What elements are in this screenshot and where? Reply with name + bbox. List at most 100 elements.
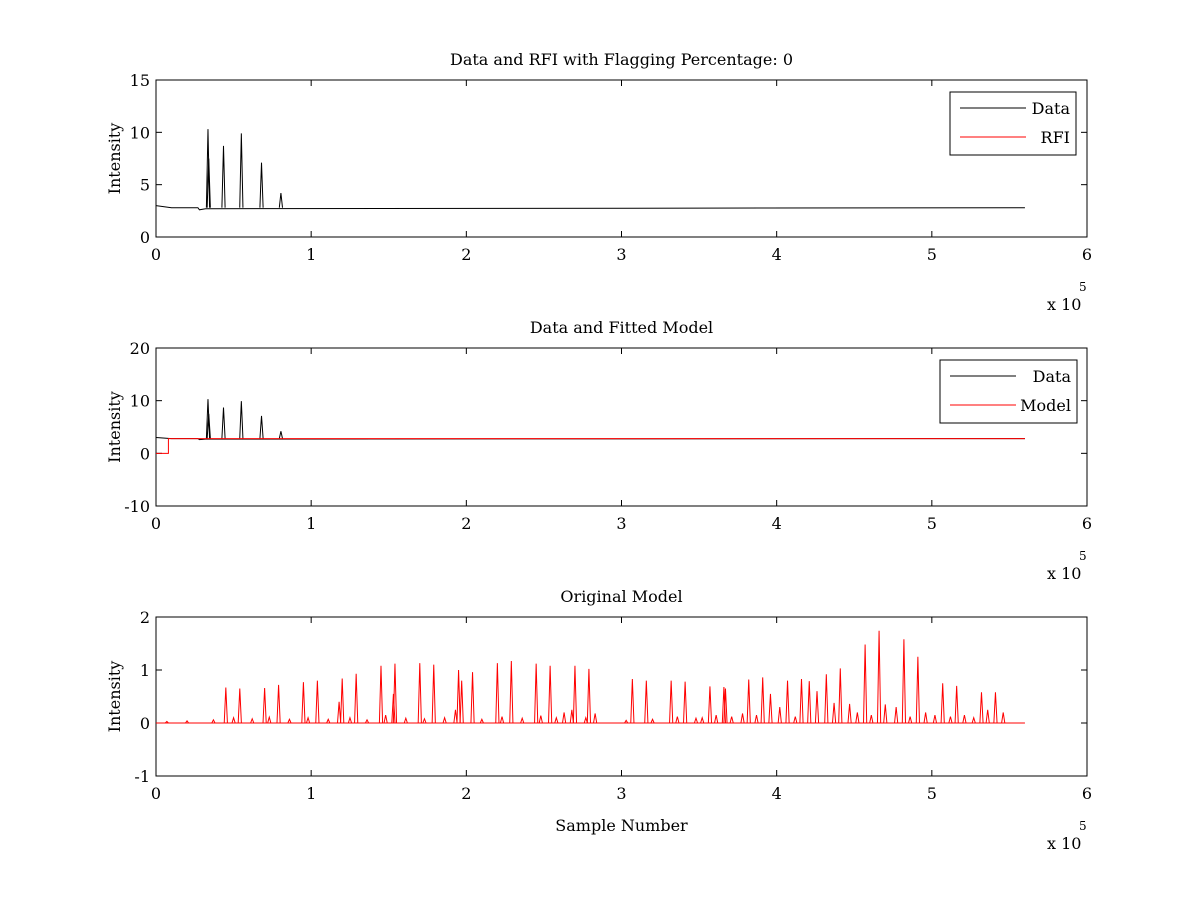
spike-mark (630, 678, 635, 724)
spike-mark (954, 685, 959, 724)
x-tick-label: 1 (306, 784, 316, 803)
spike-mark (923, 712, 928, 724)
spike-mark (422, 717, 427, 724)
spike-mark (231, 715, 236, 724)
spike-mark (855, 712, 860, 724)
spike-mark (383, 714, 388, 724)
spike-mark (683, 681, 688, 724)
spike-mark (336, 701, 342, 724)
spike-mark (669, 680, 674, 724)
spike-mark (962, 714, 967, 724)
spike-mark (894, 707, 899, 724)
spike-mark (554, 715, 559, 724)
spike-mark (185, 720, 190, 724)
spike-mark (729, 716, 734, 724)
x-tick-label: 4 (772, 245, 782, 264)
spike-mark (993, 692, 998, 724)
spike-mark (940, 683, 945, 724)
spike-mark (572, 665, 578, 724)
spike-mark (364, 718, 370, 724)
y-tick-label: 0 (140, 228, 150, 247)
y-tick-label: 1 (140, 661, 150, 680)
spike-mark (479, 718, 484, 724)
x-exponent: 5 (1079, 549, 1087, 563)
spike-mark (378, 665, 384, 724)
spike-mark (569, 709, 574, 724)
axes-box (155, 347, 1088, 507)
spike-mark (593, 713, 598, 724)
spike-mark (259, 415, 264, 439)
y-axis-label: Intensity (105, 661, 124, 733)
spike-mark (301, 682, 306, 724)
chart-title: Data and RFI with Flagging Percentage: 0 (450, 50, 793, 69)
spike-mark (714, 714, 719, 724)
y-tick-label: 10 (130, 392, 150, 411)
x-exponent-label: x 10 (1047, 564, 1081, 583)
x-tick-label: 0 (151, 514, 161, 533)
spike-mark (985, 709, 990, 724)
spike-mark (1001, 712, 1006, 724)
y-tick-label: -1 (134, 767, 150, 786)
x-tick-label: 3 (616, 245, 626, 264)
spike-mark (876, 630, 882, 724)
spike-mark (586, 668, 592, 724)
legend: Data Model (939, 359, 1078, 424)
x-tick-label: 6 (1082, 245, 1092, 264)
x-exponent: 5 (1079, 819, 1087, 833)
spike-mark (650, 718, 655, 724)
spike-mark (347, 715, 353, 724)
y-tick-label: 10 (130, 123, 150, 142)
spike-mark (237, 688, 242, 724)
spike-mark (561, 712, 567, 724)
spike-mark (287, 718, 292, 724)
x-exponent: 5 (1079, 280, 1087, 294)
x-tick-label: 1 (306, 245, 316, 264)
y-tick-label: 15 (130, 71, 150, 90)
spike-mark (276, 684, 281, 724)
spike-mark (908, 716, 913, 724)
spike-mark (932, 714, 938, 724)
spike-mark (509, 660, 514, 724)
spike-mark (354, 673, 359, 724)
spike-mark (807, 681, 812, 724)
spike-mark (453, 709, 458, 724)
spike-mark (721, 686, 727, 724)
spike-mark (340, 678, 345, 724)
spike-mark (278, 431, 283, 439)
spike-mark (403, 716, 408, 724)
legend-label: Data (1033, 367, 1072, 386)
spike-mark (326, 718, 331, 724)
spike-mark (495, 663, 500, 724)
axes-box (155, 79, 1088, 238)
spike-mark (863, 644, 868, 724)
legend-label: Data (1032, 99, 1071, 118)
spike-mark (583, 715, 588, 724)
legend-box (949, 91, 1077, 156)
spike-mark (869, 714, 874, 724)
spike-mark (979, 692, 984, 724)
spike-mark (693, 716, 699, 724)
x-tick-label: 5 (927, 514, 937, 533)
chart-title: Data and Fitted Model (530, 318, 713, 337)
x-tick-label: 2 (461, 245, 471, 264)
series-data (155, 129, 1025, 211)
y-tick-label: 0 (140, 714, 150, 733)
y-tick-label: -10 (124, 497, 150, 516)
spike-mark (534, 663, 539, 724)
model-line (156, 438, 1025, 454)
x-tick-label: 1 (306, 514, 316, 533)
x-tick-label: 6 (1082, 784, 1092, 803)
y-tick-label: 0 (140, 444, 150, 463)
spike-mark (221, 145, 226, 208)
spike-mark (315, 680, 320, 724)
x-tick-label: 0 (151, 245, 161, 264)
spike-mark (278, 192, 284, 208)
spike-mark (442, 715, 447, 724)
x-tick-label: 0 (151, 784, 161, 803)
spike-mark (754, 714, 759, 724)
series-model (156, 438, 1025, 454)
spike-mark (206, 413, 211, 439)
spike-mark (740, 713, 745, 724)
